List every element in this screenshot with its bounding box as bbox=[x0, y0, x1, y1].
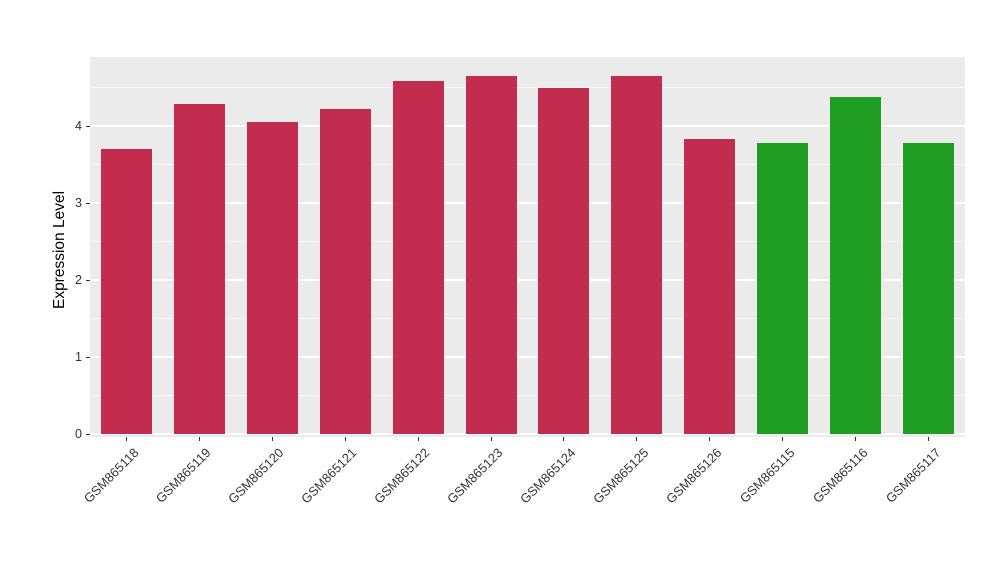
gridline-minor bbox=[90, 241, 965, 242]
bar bbox=[100, 149, 152, 434]
x-tick-label: GSM865118 bbox=[80, 445, 142, 506]
plot-panel bbox=[90, 57, 965, 437]
x-tick-label: GSM865122 bbox=[371, 445, 433, 507]
x-tick-mark bbox=[198, 437, 200, 441]
bar bbox=[173, 104, 225, 434]
x-tick-mark bbox=[563, 437, 565, 441]
x-tick-mark bbox=[855, 437, 857, 441]
bar bbox=[830, 96, 882, 434]
gridline-minor bbox=[90, 164, 965, 165]
x-tick-label: GSM865120 bbox=[225, 445, 287, 507]
bar bbox=[684, 139, 736, 434]
gridline-minor bbox=[90, 87, 965, 88]
gridline-major bbox=[90, 202, 965, 204]
bar bbox=[538, 87, 590, 434]
y-tick-label: 1 bbox=[75, 350, 82, 364]
x-tick-mark bbox=[928, 437, 930, 441]
x-tick-mark bbox=[490, 437, 492, 441]
gridline-major bbox=[90, 125, 965, 127]
x-tick-mark bbox=[782, 437, 784, 441]
x-tick-label: GSM865117 bbox=[882, 445, 944, 506]
x-tick-mark bbox=[636, 437, 638, 441]
gridline-minor bbox=[90, 395, 965, 396]
x-tick-label: GSM865115 bbox=[736, 445, 798, 506]
gridline-major bbox=[90, 356, 965, 358]
bar bbox=[611, 75, 663, 434]
gridline-major bbox=[90, 433, 965, 435]
x-tick-mark bbox=[709, 437, 711, 441]
x-tick-mark bbox=[125, 437, 127, 441]
bar bbox=[392, 81, 444, 434]
y-tick-mark bbox=[86, 356, 90, 358]
y-tick-mark bbox=[86, 279, 90, 281]
x-tick-label: GSM865119 bbox=[153, 445, 214, 506]
y-tick-mark bbox=[86, 125, 90, 127]
y-tick-label: 4 bbox=[75, 119, 82, 133]
y-tick-label: 2 bbox=[75, 273, 82, 287]
bar bbox=[319, 109, 371, 434]
bar bbox=[246, 122, 298, 434]
y-tick-label: 0 bbox=[75, 427, 82, 441]
x-tick-mark bbox=[271, 437, 273, 441]
gridline-major bbox=[90, 279, 965, 281]
x-tick-mark bbox=[417, 437, 419, 441]
bar bbox=[903, 142, 955, 434]
x-tick-label: GSM865124 bbox=[517, 445, 579, 507]
x-tick-label: GSM865125 bbox=[590, 445, 652, 507]
y-tick-mark bbox=[86, 433, 90, 435]
x-tick-label: GSM865121 bbox=[298, 445, 360, 507]
x-tick-label: GSM865126 bbox=[662, 445, 725, 507]
bar bbox=[465, 75, 517, 434]
y-tick-mark bbox=[86, 202, 90, 204]
x-tick-label: GSM865123 bbox=[444, 445, 506, 507]
y-tick-label: 3 bbox=[75, 196, 82, 210]
x-tick-mark bbox=[344, 437, 346, 441]
gridline-minor bbox=[90, 318, 965, 319]
x-tick-label: GSM865116 bbox=[809, 445, 871, 506]
bar bbox=[757, 142, 809, 434]
